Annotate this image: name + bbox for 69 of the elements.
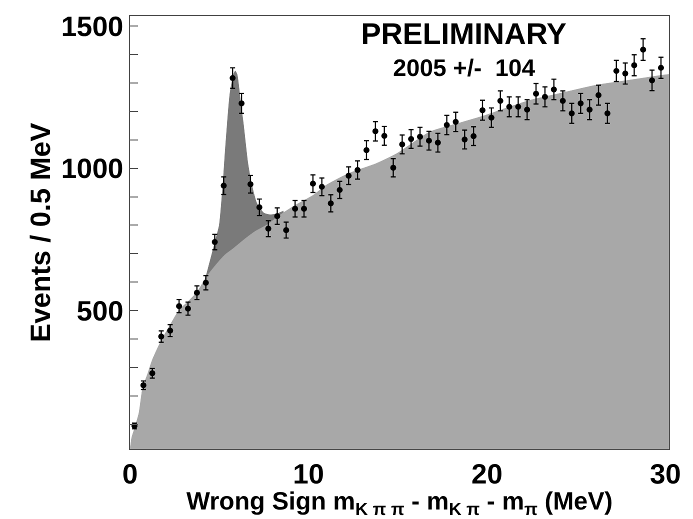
point [301,206,308,212]
point [568,110,575,116]
point [560,98,566,104]
point [212,239,218,246]
point [604,110,610,116]
point [434,140,441,146]
point [658,64,664,71]
y-tick-label: 1500 [61,10,124,42]
point [194,290,200,296]
point [256,204,262,210]
point [586,106,593,113]
x-tick-label: 20 [471,458,503,490]
point [149,370,156,376]
point [346,172,352,179]
point [452,118,459,125]
point [497,98,504,104]
point [274,213,280,220]
point [426,138,432,144]
point [506,104,512,110]
point [462,136,468,143]
point [444,122,450,128]
point [354,167,361,174]
point [318,184,325,190]
point [167,328,174,334]
point [515,104,522,110]
annotation: PRELIMINARY [361,18,567,51]
y-axis-title: Events / 0.5 MeV [24,122,56,342]
y-tick-label: 500 [76,295,124,326]
point [363,147,370,154]
x-tick-label: 0 [122,458,138,490]
point [158,334,164,340]
point [176,303,182,310]
point [613,68,620,74]
point [220,182,227,189]
point [596,92,602,98]
point [328,200,334,206]
point [408,136,414,142]
point [381,132,388,139]
point [336,186,343,193]
point [533,90,540,97]
point [283,227,290,234]
point [247,181,254,188]
point [292,206,298,212]
point [542,94,548,100]
point [390,164,396,171]
point [399,141,406,148]
point [524,106,530,113]
annotation: 2005 +/- 104 [393,55,536,82]
point [310,180,316,187]
x-tick-label: 10 [292,458,324,490]
point [622,70,628,77]
point [238,100,245,106]
point [578,100,584,106]
point [649,77,656,84]
point [372,128,378,134]
point [265,226,272,232]
point [185,306,191,312]
point [640,46,646,53]
point [479,107,486,114]
point [470,133,477,140]
point [488,114,494,121]
point [230,75,236,82]
point [631,62,638,68]
point [202,280,209,286]
point [550,86,557,92]
x-tick-label: 30 [650,458,682,490]
y-tick-label: 1000 [61,153,124,184]
point [417,134,424,140]
x-axis-title: Wrong Sign m$_{K π π}$ - m$_{K π}$ - m$_{π}$ (MeV) [186,488,613,519]
